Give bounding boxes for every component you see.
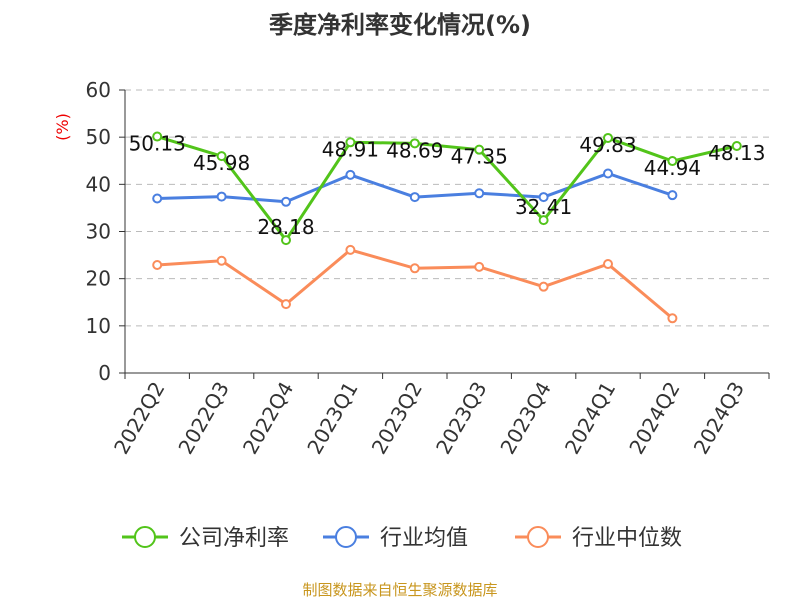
x-tick-label: 2023Q4 — [495, 378, 555, 459]
data-label: 28.18 — [257, 215, 314, 239]
data-label: 49.83 — [579, 133, 636, 157]
data-point — [474, 261, 485, 272]
data-point — [345, 244, 356, 255]
x-tick-label: 2024Q2 — [624, 378, 684, 459]
x-tick-label: 2023Q1 — [302, 378, 362, 459]
data-point — [603, 259, 613, 270]
chart-title: 季度净利率变化情况(%) — [269, 11, 531, 39]
data-point — [409, 263, 420, 274]
x-tick-label: 2023Q3 — [431, 378, 491, 459]
y-tick-label: 0 — [98, 361, 111, 385]
y-tick-label: 10 — [86, 314, 111, 338]
data-point — [538, 215, 549, 226]
data-point — [667, 190, 678, 201]
data-point — [409, 138, 420, 149]
legend-marker — [527, 526, 549, 548]
data-point — [538, 192, 549, 203]
data-label: 32.41 — [515, 195, 572, 219]
data-point — [731, 140, 742, 151]
data-label: 44.94 — [644, 156, 701, 180]
x-tick-label: 2024Q3 — [689, 378, 749, 459]
series-line — [157, 248, 674, 320]
data-label: 48.69 — [386, 138, 443, 162]
x-tick-label: 2022Q3 — [173, 378, 233, 459]
data-point — [603, 132, 613, 143]
data-point — [667, 156, 678, 167]
data-point — [667, 313, 678, 324]
source-note: 制图数据来自恒生聚源数据库 — [302, 581, 497, 599]
data-point — [281, 299, 291, 310]
x-tick-label: 2024Q1 — [560, 378, 620, 459]
data-point — [345, 169, 356, 180]
y-axis-label: (%) — [53, 113, 72, 141]
data-label: 48.91 — [322, 137, 379, 161]
x-tick-label: 2022Q2 — [109, 378, 169, 459]
legend-label: 公司净利率 — [179, 526, 289, 551]
data-point — [216, 151, 227, 162]
data-point — [603, 168, 613, 179]
x-tick-label: 2022Q4 — [238, 378, 298, 459]
x-tick-label: 2023Q2 — [367, 378, 427, 459]
data-point — [216, 255, 227, 266]
data-label: 50.13 — [129, 132, 186, 156]
data-label: 48.13 — [708, 141, 765, 165]
data-point — [152, 193, 163, 204]
data-point — [281, 196, 291, 207]
data-point — [409, 192, 420, 203]
data-point — [538, 281, 549, 292]
legend-label: 行业中位数 — [572, 526, 682, 551]
data-point — [216, 191, 227, 202]
data-point — [152, 131, 163, 142]
data-point — [345, 137, 356, 148]
data-label: 47.35 — [451, 145, 508, 169]
data-label: 45.98 — [193, 151, 250, 175]
y-tick-label: 60 — [86, 78, 111, 102]
series-line — [156, 135, 738, 243]
data-point — [281, 235, 291, 246]
legend-label: 行业均值 — [380, 526, 468, 551]
data-point — [474, 144, 485, 155]
y-tick-label: 40 — [86, 172, 111, 196]
legend-marker — [134, 526, 156, 548]
y-tick-label: 20 — [86, 267, 111, 291]
data-point — [152, 259, 163, 270]
data-point — [474, 188, 485, 199]
legend-marker — [335, 526, 357, 548]
y-tick-label: 30 — [86, 220, 111, 244]
y-tick-label: 50 — [86, 125, 111, 149]
